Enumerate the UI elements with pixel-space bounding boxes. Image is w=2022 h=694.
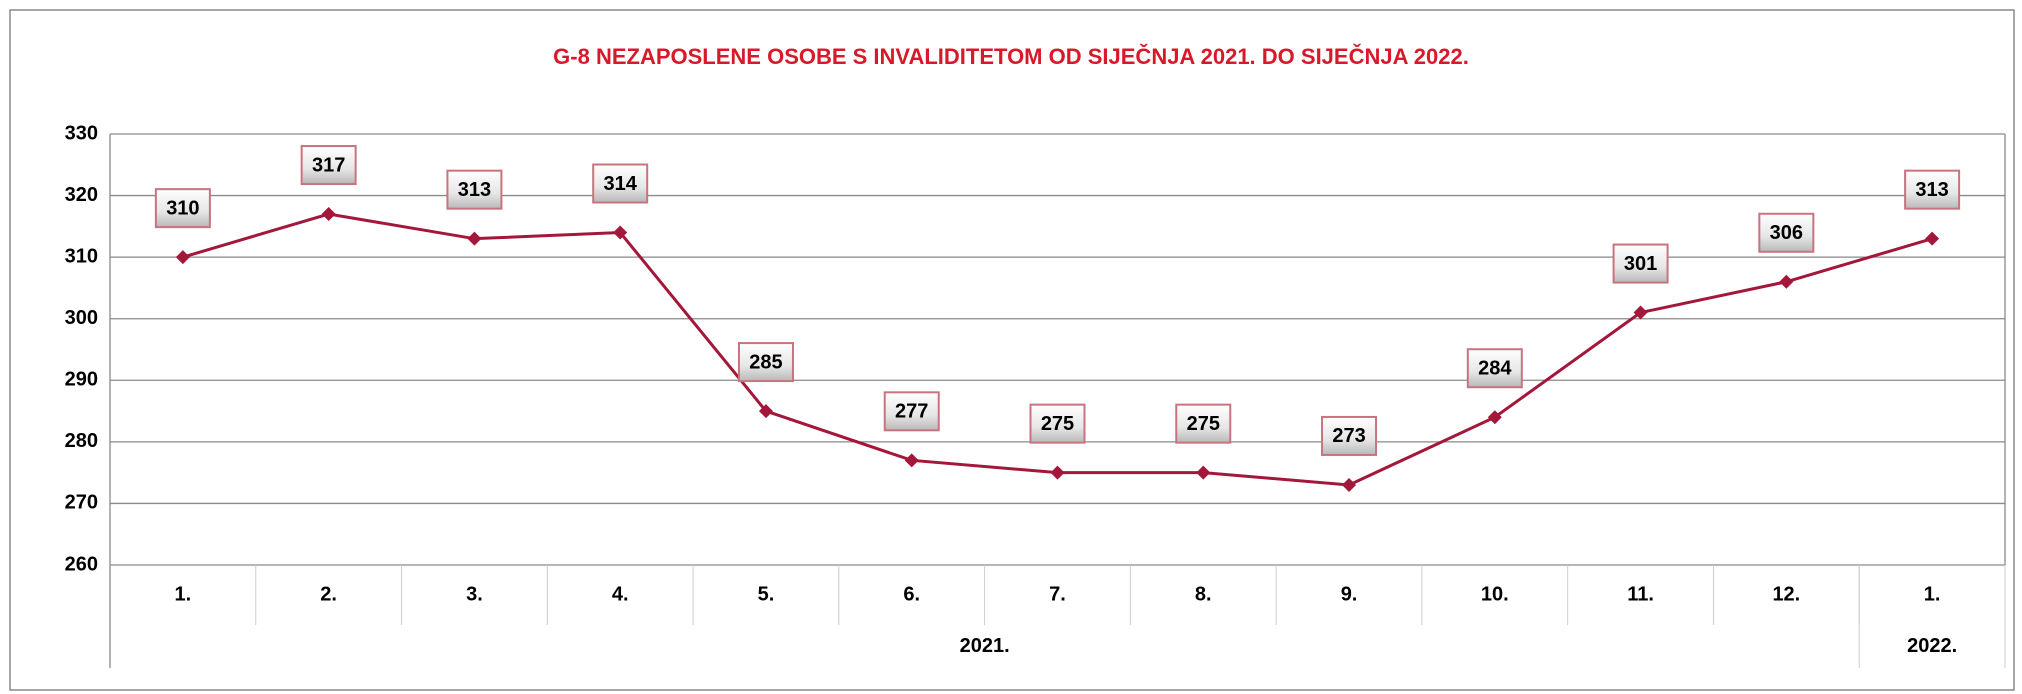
point-marker	[1487, 410, 1502, 425]
point-marker	[467, 231, 482, 246]
data-label: 275	[1041, 413, 1074, 435]
point-marker	[1342, 477, 1357, 492]
data-label: 277	[895, 401, 928, 423]
point-marker	[175, 250, 190, 265]
point-marker	[1779, 274, 1794, 289]
y-tick-label: 320	[65, 184, 98, 206]
data-label-box	[1175, 403, 1232, 444]
data-label-box	[737, 342, 794, 383]
data-label-box	[300, 145, 357, 186]
x-tick-label: 3.	[466, 583, 483, 605]
data-label: 275	[1187, 413, 1220, 435]
x-tick-label: 5.	[758, 583, 775, 605]
data-label: 306	[1770, 222, 1803, 244]
point-marker	[613, 225, 628, 240]
point-marker	[1196, 465, 1211, 480]
point-marker	[1925, 231, 1940, 246]
point-marker	[321, 207, 336, 222]
x-tick-label: 7.	[1049, 583, 1066, 605]
y-tick-label: 260	[65, 553, 98, 575]
point-marker	[758, 404, 773, 419]
group-label: 2021.	[960, 635, 1010, 657]
x-tick-label: 10.	[1481, 583, 1509, 605]
chart-border	[9, 9, 2015, 691]
data-label-box	[154, 188, 211, 229]
data-label-box	[1466, 348, 1523, 389]
group-label: 2022.	[1907, 635, 1957, 657]
data-label: 317	[312, 154, 345, 176]
data-label: 313	[1915, 179, 1948, 201]
point-marker	[1633, 305, 1648, 320]
data-label: 273	[1332, 425, 1365, 447]
x-tick-label: 6.	[903, 583, 920, 605]
x-tick-label: 12.	[1772, 583, 1800, 605]
x-tick-label: 9.	[1341, 583, 1358, 605]
y-tick-label: 310	[65, 245, 98, 267]
data-label: 313	[458, 179, 491, 201]
chart-title: G-8 NEZAPOSLENE OSOBE S INVALIDITETOM OD…	[553, 44, 1469, 69]
data-label: 301	[1624, 253, 1657, 275]
y-tick-label: 290	[65, 369, 98, 391]
data-label-box	[592, 163, 649, 204]
data-label-box	[883, 391, 940, 432]
x-tick-label: 4.	[612, 583, 629, 605]
data-label: 310	[166, 197, 199, 219]
x-tick-label: 11.	[1627, 583, 1654, 605]
y-tick-label: 300	[65, 307, 98, 329]
y-tick-label: 280	[65, 430, 98, 452]
data-label-box	[1758, 212, 1815, 253]
data-label: 314	[604, 173, 638, 195]
data-label-box	[1904, 169, 1961, 210]
x-tick-label: 1.	[175, 583, 192, 605]
y-tick-label: 270	[65, 492, 98, 514]
data-label-box	[1321, 415, 1378, 456]
data-label-box	[446, 169, 503, 210]
data-label: 284	[1478, 358, 1512, 380]
x-tick-label: 1.	[1924, 583, 1941, 605]
x-tick-label: 8.	[1195, 583, 1212, 605]
x-tick-label: 2.	[320, 583, 337, 605]
point-marker	[1050, 465, 1065, 480]
y-tick-label: 330	[65, 122, 98, 144]
point-marker	[904, 453, 919, 468]
data-label-box	[1029, 403, 1086, 444]
data-label: 285	[749, 351, 782, 373]
data-label-box	[1612, 243, 1669, 284]
